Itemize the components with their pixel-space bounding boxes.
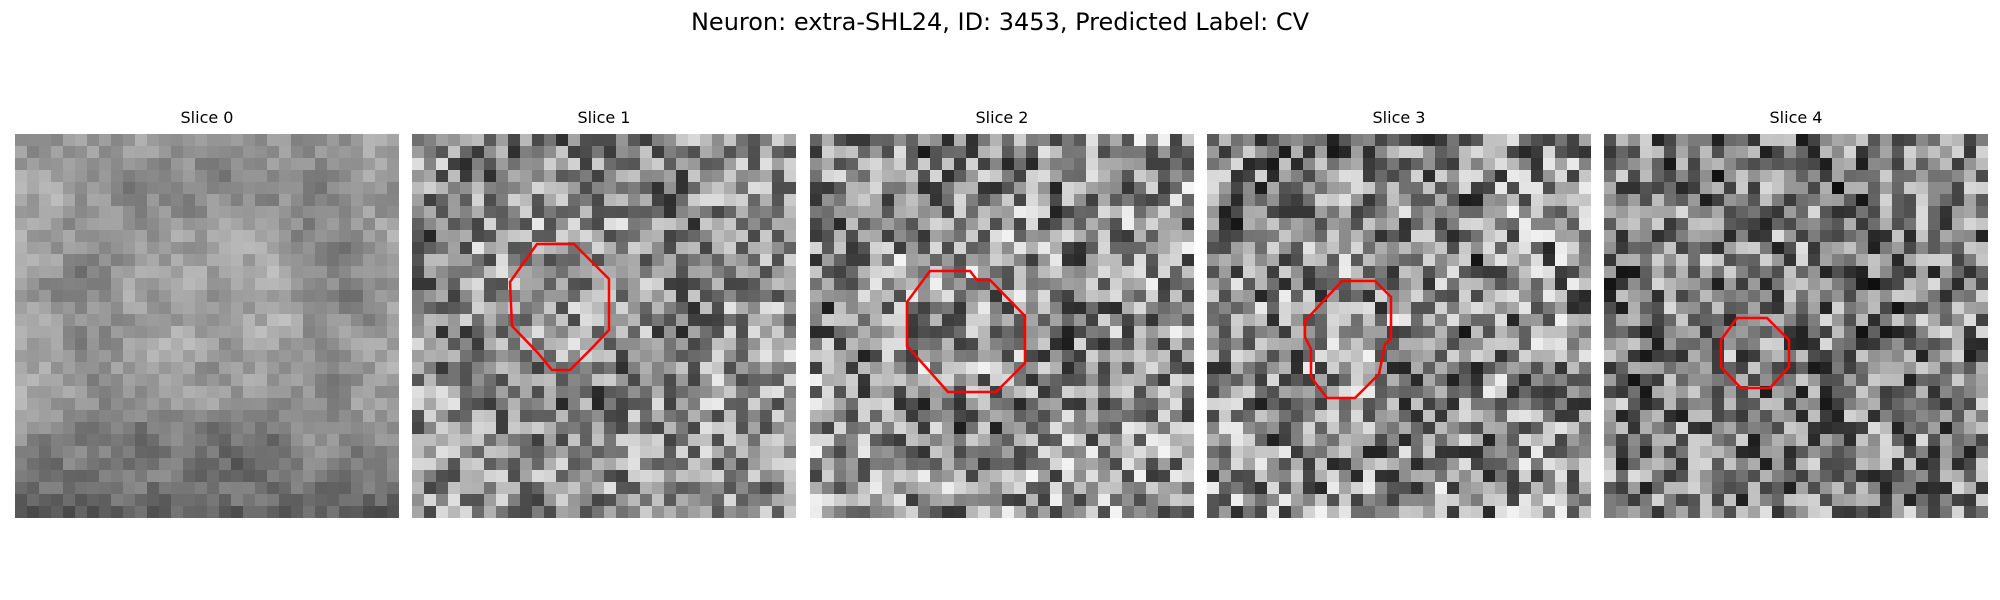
slice-title: Slice 2 — [975, 108, 1029, 127]
slice-panel-0: Slice 0 — [15, 108, 399, 520]
slice-image-canvas — [1604, 134, 1988, 518]
roi-contour-overlay — [1719, 316, 1791, 390]
microscopy-image — [412, 134, 796, 518]
microscopy-image — [810, 134, 1194, 518]
slice-panel-1: Slice 1 — [412, 108, 796, 520]
roi-contour — [905, 269, 1027, 394]
slice-image-canvas — [810, 134, 1194, 518]
roi-contour-overlay — [508, 242, 611, 372]
slice-image-canvas — [1207, 134, 1591, 518]
roi-contour — [1719, 316, 1791, 390]
microscopy-image — [1207, 134, 1591, 518]
roi-contour-overlay — [905, 269, 1027, 394]
roi-contour-overlay — [1303, 279, 1393, 400]
microscopy-image — [15, 134, 399, 518]
slice-title: Slice 4 — [1769, 108, 1823, 127]
slice-panel-2: Slice 2 — [810, 108, 1194, 520]
slice-image-canvas — [412, 134, 796, 518]
slice-panel-3: Slice 3 — [1207, 108, 1591, 520]
figure-title: Neuron: extra-SHL24, ID: 3453, Predicted… — [690, 8, 1310, 36]
slice-title: Slice 3 — [1372, 108, 1426, 127]
roi-contour — [508, 242, 611, 372]
slice-title: Slice 1 — [577, 108, 631, 127]
roi-contour — [1303, 279, 1393, 400]
microscopy-image — [1604, 134, 1988, 518]
slice-panel-4: Slice 4 — [1604, 108, 1988, 520]
slice-title: Slice 0 — [180, 108, 234, 127]
slice-image-canvas — [15, 134, 399, 518]
